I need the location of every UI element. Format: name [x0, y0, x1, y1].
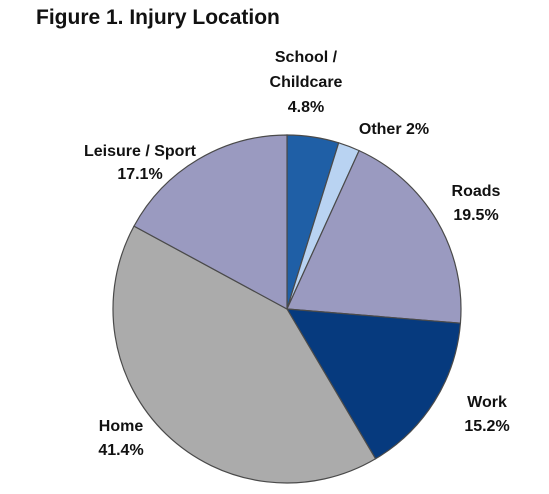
slice-label-leisure-sport: Leisure / Sport 17.1% [84, 143, 197, 183]
slice-label-home: Home 41.4% [98, 418, 143, 459]
pie-slice-roads [286, 149, 462, 324]
pie-slices [112, 134, 462, 484]
slice-label-other: Other 2% [359, 121, 429, 138]
pie-slice-leisure-sport [133, 134, 288, 311]
chart-title: Figure 1. Injury Location [36, 6, 280, 29]
slice-label-school-childcare: School / Childcare 4.8% [270, 49, 343, 116]
slice-label-work: Work 15.2% [464, 394, 509, 435]
pie-labels: School / Childcare 4.8% Other 2% Roads 19.5% W… [84, 49, 510, 459]
slice-label-roads: Roads 19.5% [452, 183, 501, 224]
pie-slice-home [112, 225, 377, 484]
pie-slice-work [285, 308, 462, 460]
